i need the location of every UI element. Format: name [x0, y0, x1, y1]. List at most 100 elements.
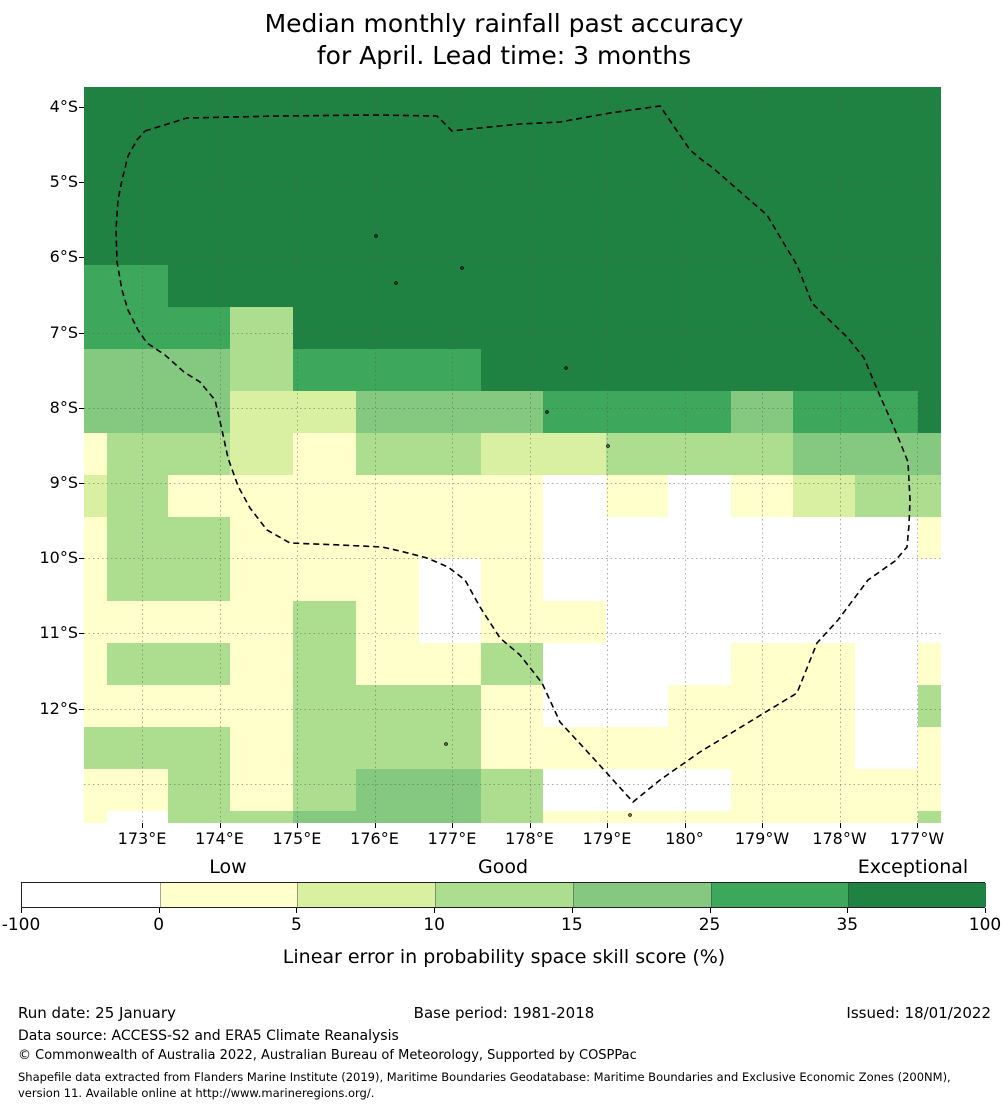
heatmap-cell: [918, 87, 941, 97]
heatmap-cell: [855, 97, 918, 139]
heatmap-cell: [668, 727, 731, 769]
heatmap-cell: [606, 265, 668, 307]
eez-boundary: [115, 105, 911, 817]
heatmap-cell: [668, 685, 731, 727]
colorbar-segment: [435, 883, 573, 907]
y-gridline: [84, 182, 941, 184]
x-axis-tick: [839, 823, 841, 828]
x-gridline: [529, 87, 531, 823]
heatmap-cell: [293, 517, 356, 559]
x-axis-tick: [452, 823, 453, 828]
heatmap-cell: [84, 769, 107, 811]
heatmap-cell: [606, 307, 668, 349]
heatmap-cell: [543, 559, 606, 601]
y-axis-tick: [79, 483, 84, 484]
heatmap-cell: [543, 811, 606, 823]
colorbar-tick: [985, 908, 986, 913]
heatmap-cell: [793, 517, 855, 559]
heatmap-cell: [293, 265, 356, 307]
x-axis-tick-label: 174°E: [195, 829, 244, 848]
heatmap-cell: [230, 307, 293, 349]
y-gridline: [84, 332, 941, 334]
x-gridline: [452, 87, 453, 823]
heatmap-cell: [419, 97, 481, 139]
heatmap-cell: [230, 349, 293, 391]
heatmap-cell: [293, 391, 356, 433]
heatmap-cell: [668, 811, 731, 823]
island-mark: [394, 281, 398, 285]
heatmap-cell: [356, 685, 419, 727]
y-axis-tick: [79, 182, 84, 184]
heatmap-cell: [419, 307, 481, 349]
heatmap-cell: [606, 433, 668, 475]
heatmap-cell: [855, 181, 918, 223]
heatmap-cell: [543, 727, 606, 769]
footer-shapefile-note-line2: version 11. Available online at http://w…: [18, 1086, 375, 1100]
heatmap-cell: [855, 769, 918, 811]
heatmap-cell: [606, 601, 668, 643]
heatmap-cell: [481, 475, 543, 517]
heatmap-cell: [107, 601, 168, 643]
heatmap-cell: [855, 139, 918, 181]
heatmap-cell: [107, 391, 168, 433]
y-axis-tick-label: 6°S: [49, 247, 78, 267]
eez-boundary-line: [115, 105, 911, 804]
heatmap-cell: [230, 181, 293, 223]
x-axis-tick-label: 176°E: [350, 829, 399, 848]
y-axis-tick-label: 11°S: [39, 623, 78, 643]
x-axis-tick: [917, 823, 918, 828]
heatmap-cell: [230, 559, 293, 601]
heatmap-cell: [543, 769, 606, 811]
heatmap-cell: [293, 97, 356, 139]
x-axis-tick-label: 178°W: [812, 829, 867, 848]
heatmap-cell: [293, 349, 356, 391]
heatmap-cell: [793, 181, 855, 223]
island-mark: [460, 266, 464, 270]
heatmap-cell: [356, 601, 419, 643]
heatmap-cell: [668, 517, 731, 559]
heatmap-cell: [606, 727, 668, 769]
x-axis-tick-label: 179°E: [582, 829, 632, 848]
x-gridline: [607, 87, 608, 823]
heatmap-cell: [543, 475, 606, 517]
heatmap-cell: [668, 181, 731, 223]
heatmap-cell: [84, 433, 107, 475]
x-gridline: [219, 87, 221, 823]
island-mark: [545, 410, 549, 414]
heatmap-cell: [793, 391, 855, 433]
colorbar-segment: [297, 883, 436, 907]
x-axis-tick-label: 177°W: [889, 829, 945, 848]
heatmap-cell: [107, 97, 168, 139]
heatmap-cell: [543, 87, 606, 97]
y-gridline: [84, 483, 941, 484]
colorbar-tick: [296, 908, 298, 913]
footer-data-source: Data source: ACCESS-S2 and ERA5 Climate …: [18, 1028, 399, 1044]
heatmap-cell: [356, 265, 419, 307]
y-axis-tick: [79, 558, 84, 560]
heatmap-cell: [230, 87, 293, 97]
footer-issued: Issued: 18/01/2022: [846, 1004, 991, 1022]
colorbar-tick-label: 25: [698, 915, 721, 935]
heatmap-cell: [84, 139, 107, 181]
heatmap-cell: [84, 349, 107, 391]
y-gridline: [84, 257, 941, 259]
colorbar-tick-label: 35: [836, 915, 859, 935]
heatmap-cell: [107, 349, 168, 391]
heatmap-cell: [606, 517, 668, 559]
heatmap-cell: [918, 139, 941, 181]
x-axis-tick: [142, 823, 143, 828]
title-line-1: Median monthly rainfall past accuracy: [264, 9, 744, 38]
heatmap-cell: [419, 433, 481, 475]
heatmap-cell: [918, 685, 941, 727]
heatmap-cell: [543, 601, 606, 643]
heatmap-cell: [543, 307, 606, 349]
heatmap-cell: [481, 559, 543, 601]
map: [84, 87, 941, 823]
colorbar: [21, 882, 986, 908]
heatmap-cell: [855, 559, 918, 601]
heatmap-cell: [84, 559, 107, 601]
heatmap-cell: [230, 601, 293, 643]
colorbar-segment: [159, 883, 298, 907]
heatmap-cell: [668, 559, 731, 601]
